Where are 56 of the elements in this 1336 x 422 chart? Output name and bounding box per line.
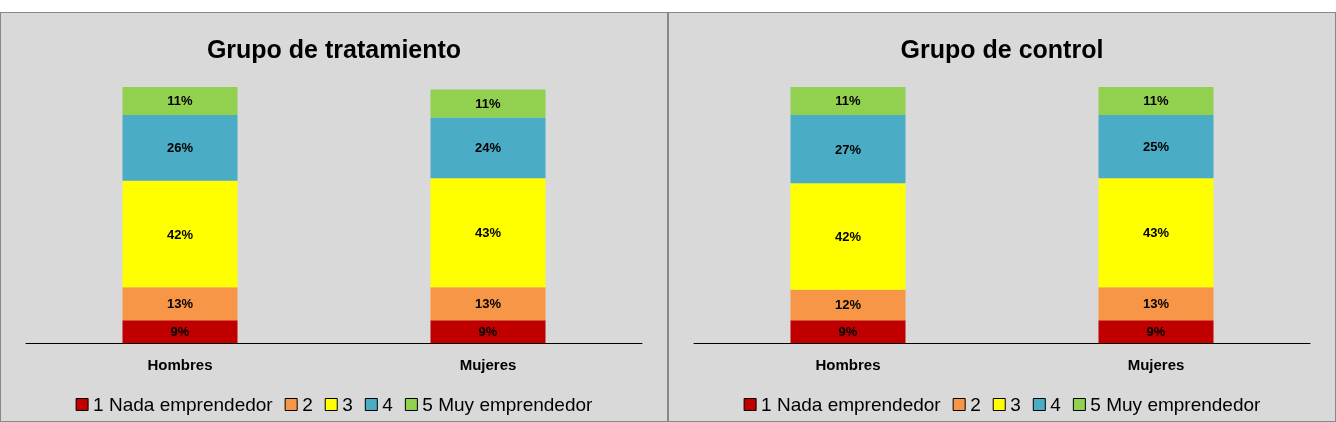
legend-label: 2 [970,394,981,415]
legend-label: 1 Nada emprendedor [93,394,274,415]
bar [1098,320,1214,343]
data-label: 27% [834,141,862,157]
bar [1098,287,1214,321]
x-tick-label: Hombres [147,356,213,373]
bar [790,320,906,343]
x-tick-label: Hombres [815,356,881,373]
bar [122,180,238,288]
legend-label: 4 [382,394,394,415]
bar [790,114,906,184]
bar [122,87,238,115]
data-label: 42% [834,229,862,245]
bar [430,89,546,118]
bar [1098,178,1214,288]
bar [430,287,546,321]
bar [430,117,546,179]
chart-title: Grupo de tratamiento [206,34,462,63]
data-label: 24% [474,140,502,156]
legend-label: 5 Muy emprendedor [422,394,594,415]
data-label: 11% [167,93,194,109]
data-label: 9% [838,324,858,340]
legend-label: 1 Nada emprendedor [761,394,942,415]
data-label: 42% [166,226,194,242]
data-label: 43% [474,225,502,241]
bar [1098,114,1214,179]
data-label: 9% [170,324,190,340]
legend-label: 3 [1010,394,1021,415]
data-label: 11% [835,93,862,109]
x-tick-label: Mujeres [459,356,517,373]
data-label: 13% [474,296,502,312]
bar [790,183,906,290]
data-label: 13% [1142,296,1170,312]
data-label: 9% [478,324,498,340]
data-label: 9% [1146,324,1166,340]
data-label: 43% [1142,225,1170,241]
bar [430,178,546,288]
data-label: 25% [1142,139,1170,155]
bar [122,287,238,321]
data-label: 12% [834,297,862,313]
bar [1098,87,1214,115]
chart-title: Grupo de control [900,34,1104,63]
data-label: 11% [1143,93,1170,109]
legend-label: 4 [1050,394,1062,415]
data-label: 11% [475,95,502,111]
x-tick-label: Mujeres [1127,356,1185,373]
legend-label: 5 Muy emprendedor [1090,394,1262,415]
bar [790,87,906,115]
legend-label: 3 [342,394,353,415]
data-label: 26% [166,140,194,156]
data-label: 13% [166,296,194,312]
legend-label: 2 [302,394,313,415]
bar [122,114,238,181]
bar [430,320,546,343]
bar [790,289,906,321]
bar [122,320,238,343]
